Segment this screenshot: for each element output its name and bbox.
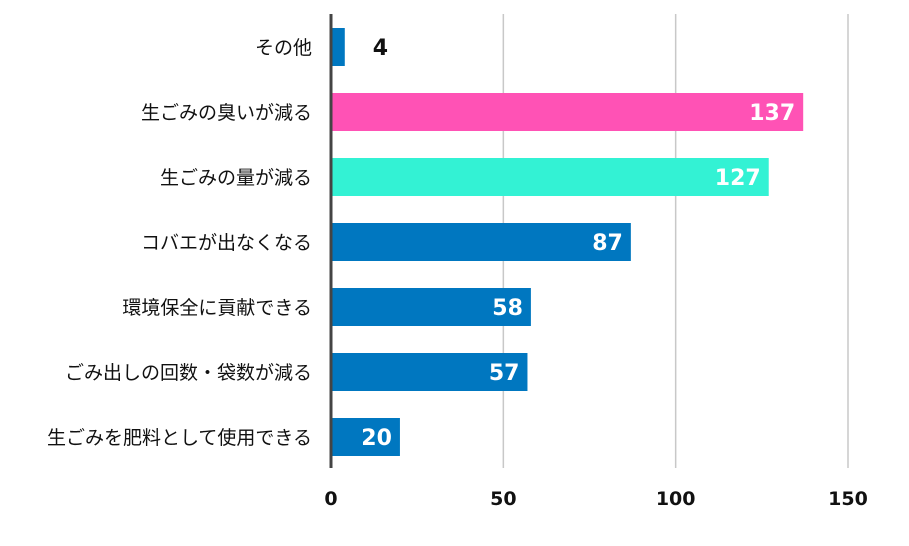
category-label: コバエが出なくなる: [141, 232, 312, 254]
data-label: 20: [361, 426, 392, 451]
category-label: 生ごみの量が減る: [160, 167, 312, 189]
category-label: その他: [255, 37, 312, 59]
bar: [331, 28, 345, 66]
data-label: 57: [489, 361, 520, 386]
x-tick-label: 100: [656, 488, 696, 510]
bar: [331, 353, 528, 391]
category-label: 生ごみの臭いが減る: [141, 102, 312, 124]
x-tick-label: 150: [828, 488, 868, 510]
bar: [331, 418, 400, 456]
data-label: 137: [749, 101, 795, 126]
bar: [331, 288, 531, 326]
bar: [331, 223, 631, 261]
category-label: 生ごみを肥料として使用できる: [47, 427, 312, 449]
category-label: ごみ出しの回数・袋数が減る: [65, 362, 312, 384]
data-label: 87: [592, 231, 623, 256]
x-tick-label: 0: [324, 488, 337, 510]
bar: [331, 93, 804, 131]
data-label: 58: [492, 296, 523, 321]
category-label: 環境保全に貢献できる: [122, 297, 312, 319]
data-label: 4: [373, 36, 388, 61]
bar: [331, 158, 769, 196]
data-label: 127: [715, 166, 761, 191]
x-tick-label: 50: [490, 488, 516, 510]
